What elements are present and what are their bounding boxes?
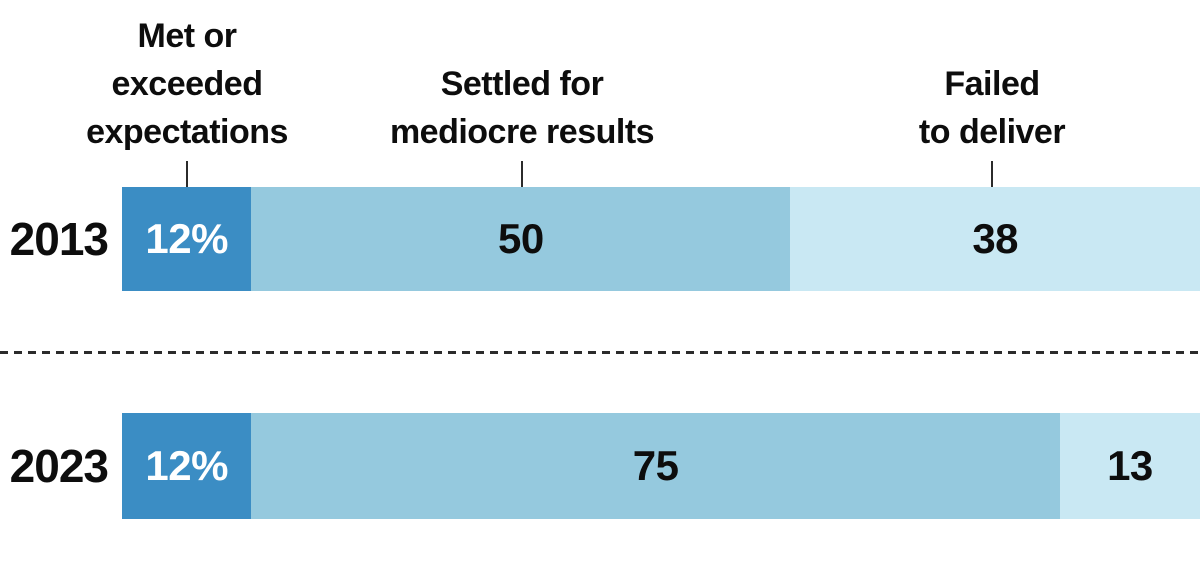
header-tick-settled [521, 161, 523, 187]
category-label-2013: 2013 [9, 213, 109, 265]
header-tick-failed [991, 161, 993, 187]
segment-value-label: 50 [498, 215, 544, 262]
column-header-settled-mediocre: Settled for mediocre results [389, 65, 655, 151]
segment-2013-settled-mediocre: 50 [251, 187, 791, 291]
segment-value-label: 75 [632, 442, 679, 489]
bar-2023: 12% 75 13 [122, 413, 1200, 519]
segment-2013-met-or-exceeded: 12% [122, 187, 252, 291]
segment-value-label: 12% [145, 442, 228, 489]
segment-2013-failed-deliver: 38 [790, 187, 1200, 291]
divider-dashed-line [0, 351, 1200, 354]
bar-2013: 12% 50 38 [122, 187, 1200, 291]
category-label-2023: 2023 [9, 440, 109, 492]
segment-2023-settled-mediocre: 75 [251, 413, 1060, 519]
column-header-failed-deliver: Failed to deliver [918, 65, 1066, 151]
segment-value-label: 38 [972, 215, 1019, 262]
column-header-met-or-exceeded: Met or exceeded expectations [86, 17, 288, 151]
header-tick-met [186, 161, 188, 187]
segment-2023-failed-deliver: 13 [1059, 413, 1200, 519]
segment-2023-met-or-exceeded: 12% [122, 413, 252, 519]
segment-value-label: 13 [1107, 442, 1153, 489]
segment-value-label: 12% [145, 215, 228, 262]
